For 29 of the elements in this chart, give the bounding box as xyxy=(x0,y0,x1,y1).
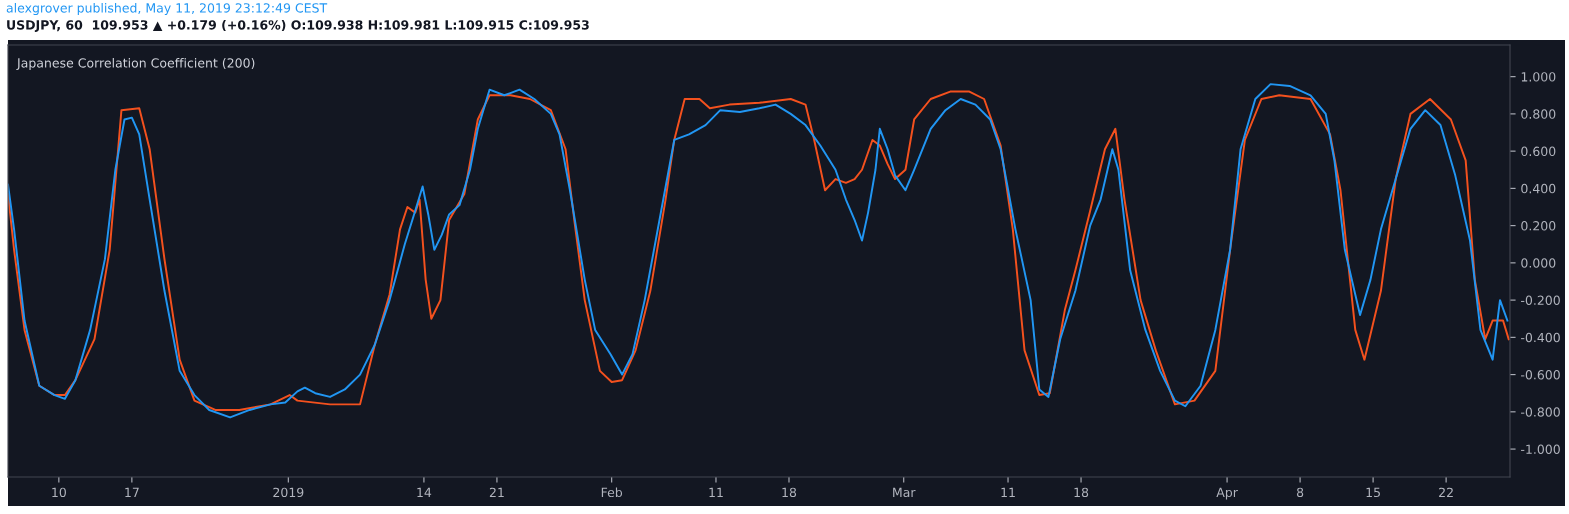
x-tick-label: 11 xyxy=(709,487,723,497)
x-tick-label: 11 xyxy=(1001,487,1015,497)
y-tick-label: 1.000 xyxy=(1521,72,1556,82)
x-tick-label: 8 xyxy=(1296,487,1304,498)
x-tick-label: Apr xyxy=(1216,487,1238,500)
x-tick-label: Feb xyxy=(601,487,623,498)
y-tick-label: 0.600 xyxy=(1521,146,1556,157)
x-tick-label: 22 xyxy=(1439,487,1453,497)
y-tick-label: 0.200 xyxy=(1521,221,1556,231)
y-tick-label: -1.000 xyxy=(1521,444,1560,454)
x-tick-label: 14 xyxy=(417,487,432,497)
x-tick-label: 10 xyxy=(52,487,66,498)
text: Japanese Correlation Coefficient (200) xyxy=(16,57,255,71)
x-tick-label: 2019 xyxy=(273,487,304,498)
y-tick-label: -0.600 xyxy=(1521,370,1560,380)
y-tick-label: -0.200 xyxy=(1521,295,1560,306)
x-tick-label: Mar xyxy=(893,487,916,498)
text: USDJPY, 60 109.953 ▲ +0.179 (+0.16%) O:109.938 H:109.981 L:109.915 C:109.953 xyxy=(7,19,589,32)
x-tick-label: 18 xyxy=(1074,487,1089,498)
y-tick-label: 0.400 xyxy=(1521,183,1556,194)
y-tick-label: 0.000 xyxy=(1521,258,1556,268)
x-tick-label: 17 xyxy=(125,487,139,497)
y-tick-label: -0.400 xyxy=(1521,332,1560,343)
y-tick-label: 0.800 xyxy=(1521,109,1556,119)
x-tick-label: 21 xyxy=(489,487,504,497)
y-tick-label: -0.800 xyxy=(1521,407,1560,417)
text: alexgrover published, May 11, 2019 23:12:49 CEST xyxy=(6,2,328,16)
x-tick-label: 18 xyxy=(782,487,797,498)
x-tick-label: 15 xyxy=(1366,487,1380,498)
